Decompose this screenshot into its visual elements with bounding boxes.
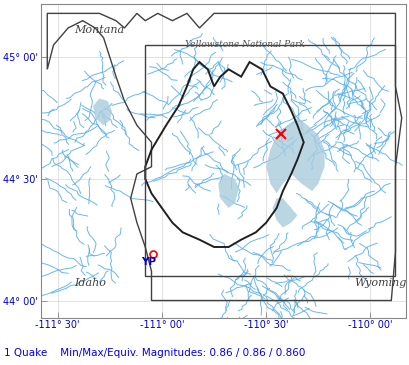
Polygon shape <box>218 174 238 208</box>
Text: YP: YP <box>141 257 156 267</box>
Polygon shape <box>265 118 324 193</box>
Text: 1 Quake    Min/Max/Equiv. Magnitudes: 0.86 / 0.86 / 0.860: 1 Quake Min/Max/Equiv. Magnitudes: 0.86 … <box>4 348 305 358</box>
Text: Wyoming: Wyoming <box>353 278 405 288</box>
Text: Montana: Montana <box>74 25 124 35</box>
Text: Yellowstone National Park: Yellowstone National Park <box>185 41 305 49</box>
Polygon shape <box>272 198 297 227</box>
Polygon shape <box>93 99 112 125</box>
Text: Idaho: Idaho <box>74 278 106 288</box>
Bar <box>145 45 395 276</box>
